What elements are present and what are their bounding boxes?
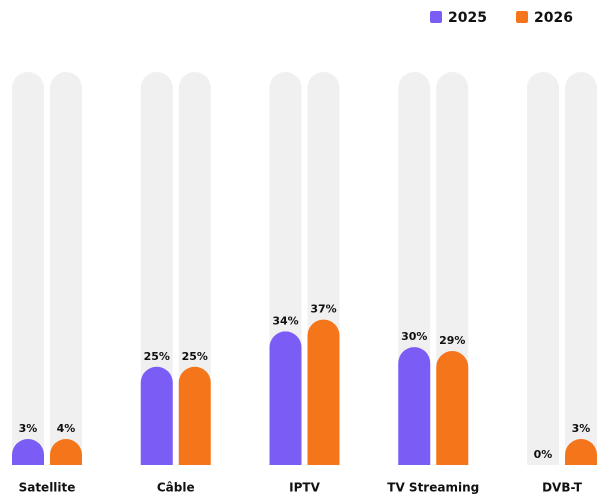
value-label: 3% [19,422,38,435]
bar [269,331,302,465]
value-label: 3% [572,422,591,435]
bar [178,366,211,465]
legend-swatch [516,11,528,23]
legend-label: 2026 [534,10,573,26]
bar [436,351,469,465]
value-label: 0% [534,448,553,461]
bar [398,347,431,465]
x-tick-label: IPTV [289,481,320,495]
value-label: 25% [144,350,170,363]
bar [50,439,82,465]
legend-swatch [430,11,442,23]
bar [12,439,44,465]
x-tick-label: Câble [157,481,195,495]
value-label: 4% [57,422,76,435]
x-tick-label: TV Streaming [387,481,479,495]
legend-label: 2025 [448,10,487,26]
x-tick-label: DVB-T [542,481,583,495]
bar-track [527,72,559,465]
value-label: 29% [439,334,465,347]
value-label: 30% [401,330,427,343]
value-label: 37% [310,303,336,316]
bar-track [178,72,211,465]
bar-track [140,72,173,465]
bar-track [12,72,44,465]
bar-track [50,72,82,465]
bar [565,439,597,465]
bar [140,366,173,465]
bar-track [565,72,597,465]
x-tick-label: Satellite [19,481,76,495]
value-label: 25% [182,350,208,363]
value-label: 34% [272,314,298,327]
bar [307,319,340,465]
